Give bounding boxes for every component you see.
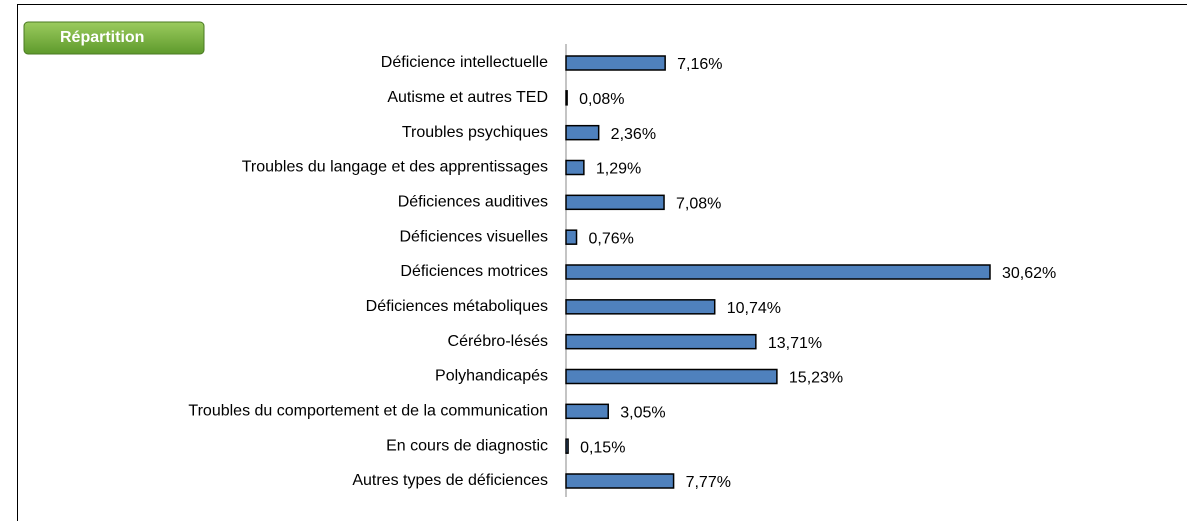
bar bbox=[565, 333, 757, 350]
value-label: 15,23% bbox=[789, 370, 843, 387]
category-label: Déficiences motrices bbox=[400, 263, 548, 280]
value-label: 30,62% bbox=[1002, 265, 1056, 282]
value-label: 7,77% bbox=[686, 474, 731, 491]
bar bbox=[565, 194, 665, 211]
value-label: 1,29% bbox=[596, 161, 641, 178]
value-label: 7,08% bbox=[676, 196, 721, 213]
bar bbox=[565, 90, 568, 106]
title-box bbox=[23, 21, 205, 55]
bar bbox=[565, 264, 991, 280]
category-label: Cérébro-lésés bbox=[448, 333, 548, 350]
bar bbox=[565, 403, 609, 420]
value-label: 0,15% bbox=[580, 439, 625, 456]
category-label: Troubles psychiques bbox=[402, 124, 548, 141]
category-label: Troubles du langage et des apprentissage… bbox=[242, 159, 548, 176]
bar bbox=[565, 299, 716, 315]
value-label: 0,76% bbox=[589, 230, 634, 247]
category-label: Autres types de déficiences bbox=[352, 472, 548, 489]
category-label: Déficience intellectuelle bbox=[381, 54, 548, 71]
value-label: 0,08% bbox=[579, 91, 624, 108]
bar bbox=[565, 438, 569, 454]
value-label: 3,05% bbox=[620, 405, 665, 422]
category-label: Déficiences visuelles bbox=[399, 228, 548, 245]
category-label: Déficiences métaboliques bbox=[366, 298, 548, 315]
bar bbox=[565, 55, 666, 71]
category-label: Polyhandicapés bbox=[435, 368, 548, 385]
chart-title: Répartition bbox=[60, 29, 144, 46]
value-label: 7,16% bbox=[677, 56, 722, 73]
value-label: 13,71% bbox=[768, 335, 822, 352]
bar bbox=[565, 473, 675, 489]
category-label: Troubles du comportement et de la commun… bbox=[188, 403, 548, 420]
frame bbox=[17, 4, 1187, 521]
category-label: En cours de diagnostic bbox=[386, 437, 548, 454]
bar bbox=[565, 368, 778, 385]
value-label: 10,74% bbox=[727, 300, 781, 317]
category-label: Autisme et autres TED bbox=[387, 89, 548, 106]
bar bbox=[565, 229, 578, 245]
category-label: Déficiences auditives bbox=[398, 194, 548, 211]
bar bbox=[565, 124, 600, 141]
bar bbox=[565, 159, 585, 176]
value-label: 2,36% bbox=[611, 126, 656, 143]
